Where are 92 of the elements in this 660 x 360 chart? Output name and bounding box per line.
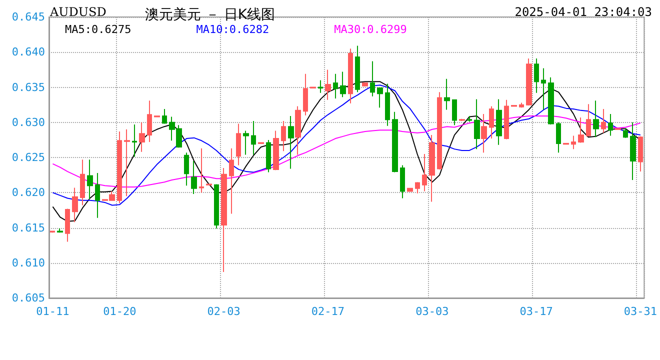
candlestick: [548, 76, 554, 125]
candlestick: [407, 188, 413, 192]
candlestick: [429, 134, 435, 202]
candlestick: [526, 58, 532, 106]
candlestick: [630, 122, 636, 180]
candlestick: [340, 71, 346, 98]
candlestick: [80, 159, 85, 206]
candlestick: [214, 184, 219, 229]
x-tick-label: 02-17: [311, 305, 345, 318]
candlestick: [556, 122, 561, 154]
candlestick: [362, 82, 368, 88]
y-tick-label: 0.645: [12, 10, 45, 24]
candlestick: [236, 123, 241, 166]
candlestick: [95, 172, 100, 218]
candlestick: [318, 80, 323, 94]
candlestick: [422, 153, 427, 192]
y-tick-label: 0.635: [12, 80, 45, 94]
candlestick: [303, 73, 308, 116]
candlestick: [348, 48, 353, 104]
candlestick: [534, 58, 539, 94]
candlestick: [578, 116, 584, 144]
candlestick: [184, 152, 189, 186]
candlestick: [623, 127, 628, 138]
candlestick: [489, 106, 494, 140]
candlestick: [415, 182, 420, 194]
y-tick-label: 0.615: [12, 221, 45, 234]
candlestick: [147, 100, 152, 143]
candlestick: [295, 106, 301, 156]
candlestick: [586, 104, 591, 137]
y-tick-label: 0.640: [12, 46, 45, 59]
candlestick: [370, 60, 375, 97]
candlestick: [437, 92, 442, 170]
candlestick: [124, 128, 130, 197]
x-tick-label: 01-11: [36, 305, 70, 318]
x-tick-label: 03-17: [520, 305, 553, 318]
candlestick: [519, 102, 524, 108]
candlestick: [50, 230, 55, 234]
candlestick: [601, 108, 606, 134]
candlestick: [474, 98, 480, 150]
candlestick: [385, 83, 390, 126]
candlestick: [452, 99, 457, 126]
x-tick-label: 03-31: [624, 305, 658, 318]
candlestick: [444, 78, 450, 110]
candlestick: [243, 130, 249, 156]
y-tick-label: 0.610: [12, 256, 45, 270]
candlestick: [400, 164, 405, 199]
line-series: [52, 116, 641, 188]
chart-title: 澳元美元 － 日K线图: [145, 7, 276, 23]
y-tick-label: 0.625: [12, 151, 45, 164]
candlestick: [65, 208, 70, 242]
candlestick: [191, 160, 197, 195]
candlestick: [199, 148, 204, 194]
x-tick-label: 02-03: [207, 305, 240, 318]
candlestick: [496, 98, 502, 146]
candlestick: [504, 99, 509, 140]
candlestick: [333, 73, 338, 99]
candlestick: [251, 120, 256, 156]
candlestick: [377, 87, 383, 108]
candlestick: [325, 69, 331, 100]
y-tick-label: 0.630: [12, 116, 45, 129]
candlestick: [229, 148, 234, 214]
x-tick-label: 03-03: [416, 305, 449, 318]
candlestick: [57, 228, 63, 234]
candlestick: [459, 118, 465, 122]
candlestick: [355, 45, 360, 93]
candlestick: [571, 135, 576, 150]
candlestick: [541, 68, 546, 110]
text: MA30:0.6299: [334, 23, 407, 36]
candlestick: [162, 108, 167, 124]
candlestick: [117, 131, 122, 204]
candlestick: [273, 130, 279, 171]
candlestick: [281, 120, 286, 152]
x-tick-label: 01-20: [103, 305, 136, 318]
annotation: 2025-04-01 23:04:03: [514, 5, 652, 19]
candlestick: [132, 124, 137, 158]
candlestick: [221, 168, 227, 273]
candlestick: [608, 113, 613, 136]
candlestick: [266, 139, 271, 173]
candlestick: [593, 100, 599, 138]
candlestick: [481, 113, 487, 154]
candlestick: [467, 116, 472, 122]
candlestick: [392, 111, 398, 173]
candlestick: [87, 159, 93, 200]
y-tick-label: 0.620: [12, 186, 45, 200]
candlestick: [638, 136, 643, 172]
text: MA10:0.6282: [196, 23, 270, 36]
annotation: AUDUSD: [49, 5, 106, 19]
y-tick-label: 0.605: [12, 292, 45, 304]
candlestick: [139, 122, 145, 152]
candlestick: [72, 187, 78, 223]
candlestick: [288, 116, 294, 170]
text: MA5:0.6275: [65, 23, 132, 36]
